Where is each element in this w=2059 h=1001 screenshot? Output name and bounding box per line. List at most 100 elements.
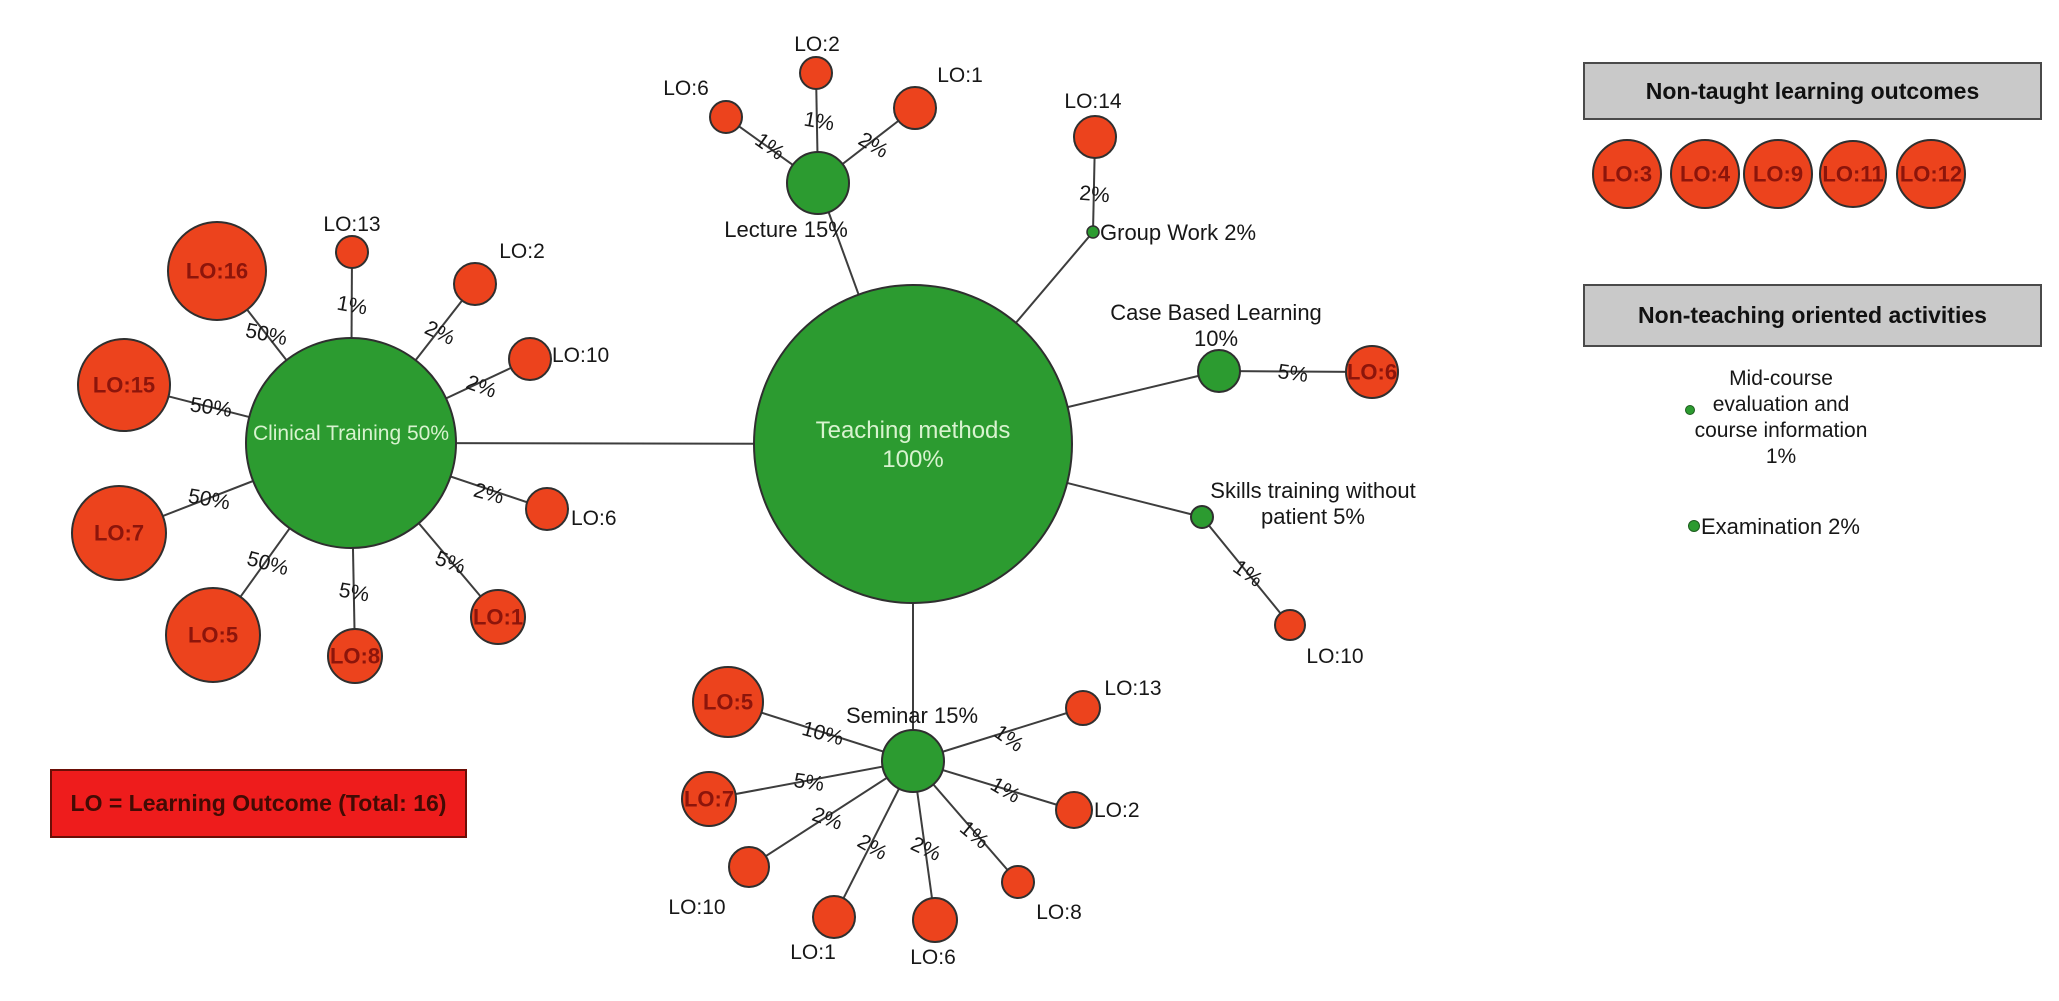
label-lo6-cbl: LO:6 xyxy=(1347,360,1397,385)
label-lo2-clinical: LO:2 xyxy=(499,240,545,263)
edge-label-clinical-lo7-clinical: 50% xyxy=(186,485,231,515)
edge-label-groupwork-lo14: 2% xyxy=(1078,182,1110,208)
label-lo12: LO:12 xyxy=(1900,162,1962,187)
label-lo16: LO:16 xyxy=(186,259,248,284)
label-lo1-seminar: LO:1 xyxy=(790,941,836,964)
label-lecture: Lecture 15% xyxy=(724,217,848,242)
label-lo4: LO:4 xyxy=(1680,162,1731,187)
node-lo7-seminar xyxy=(681,771,737,827)
node-lo6-seminar xyxy=(912,897,958,943)
node-lo1-lecture xyxy=(893,86,937,130)
node-lo2-seminar xyxy=(1055,791,1093,829)
label-lo14: LO:14 xyxy=(1064,90,1122,113)
edge-label-clinical-lo6-clinical: 2% xyxy=(471,479,506,509)
edge-label-skills-lo10-skills: 1% xyxy=(1229,556,1267,592)
node-lo1-clinical xyxy=(470,589,526,645)
node-lo10-clinical xyxy=(508,337,552,381)
node-lo13-clinical xyxy=(335,235,369,269)
node-lo8-clinical xyxy=(327,628,383,684)
node-groupwork xyxy=(1086,225,1100,239)
label-lo1-lecture: LO:1 xyxy=(937,64,983,87)
label-lo10-skills: LO:10 xyxy=(1306,645,1363,668)
label-lo3: LO:3 xyxy=(1602,162,1652,187)
label-lo8-seminar: LO:8 xyxy=(1036,901,1082,924)
node-lo1-seminar xyxy=(812,895,856,939)
edge-label-seminar-lo5-seminar: 10% xyxy=(799,717,846,750)
label-seminar: Seminar 15% xyxy=(846,703,978,728)
node-lo10-skills xyxy=(1274,609,1306,641)
label-lo6-clinical: LO:6 xyxy=(571,507,617,530)
label-lo5-seminar: LO:5 xyxy=(703,690,753,715)
edge-label-lecture-lo1-lecture: 2% xyxy=(854,128,892,163)
label-lo1-clinical: LO:1 xyxy=(473,605,523,630)
node-lo11 xyxy=(1819,140,1887,208)
label-lo2-seminar: LO:2 xyxy=(1094,799,1140,822)
edge-label-seminar-lo6-seminar: 2% xyxy=(907,832,944,866)
label-lo13-clinical: LO:13 xyxy=(323,213,380,236)
edge-label-cbl-lo6-cbl: 5% xyxy=(1276,360,1309,387)
label-groupwork: Group Work 2% xyxy=(1100,220,1256,245)
node-lo6-cbl xyxy=(1345,345,1399,399)
midcourse-evaluation-label: Mid-course evaluation and course informa… xyxy=(1668,366,1894,470)
node-lecture xyxy=(786,151,850,215)
label-lo11: LO:11 xyxy=(1822,162,1883,187)
node-lo2-clinical xyxy=(453,262,497,306)
node-lo10-seminar xyxy=(728,846,770,888)
midcourse-line-3: course information xyxy=(1694,419,1868,442)
edge-label-clinical-lo16: 50% xyxy=(243,319,289,350)
label-lo10-seminar: LO:10 xyxy=(668,896,725,919)
edge-label-clinical-lo8-clinical: 5% xyxy=(337,579,371,607)
label-lo10-clinical: LO:10 xyxy=(552,344,609,367)
edge-label-lecture-lo6-lecture: 1% xyxy=(751,129,789,165)
node-skills xyxy=(1190,505,1214,529)
label-skills: Skills training without patient 5% xyxy=(1210,478,1415,529)
node-lo4 xyxy=(1670,139,1740,209)
non-taught-outcomes-header: Non-taught learning outcomes xyxy=(1583,62,2042,120)
edge-label-seminar-lo2-seminar: 1% xyxy=(986,773,1024,808)
edge-label-clinical-lo15: 50% xyxy=(188,393,233,422)
node-lo2-lecture xyxy=(799,56,833,90)
midcourse-line-4: 1% xyxy=(1765,445,1797,468)
edge-label-lecture-lo2-lecture: 1% xyxy=(802,108,836,136)
edge-label-clinical-lo13-clinical: 1% xyxy=(335,292,369,320)
midcourse-line-2: evaluation and xyxy=(1712,393,1850,416)
label-lo13-seminar: LO:13 xyxy=(1104,677,1161,700)
edge-seminar-lo7-seminar xyxy=(708,760,914,800)
node-teaching xyxy=(753,284,1073,604)
legend-box: LO = Learning Outcome (Total: 16) xyxy=(50,769,467,838)
examination-dot xyxy=(1688,520,1700,532)
edge-label-clinical-lo5-clinical: 50% xyxy=(244,547,291,580)
label-lo15: LO:15 xyxy=(93,373,155,398)
node-lo8-seminar xyxy=(1001,865,1035,899)
node-lo6-lecture xyxy=(709,100,743,134)
node-lo16 xyxy=(167,221,267,321)
node-lo3 xyxy=(1592,139,1662,209)
edge-seminar-lo10-seminar xyxy=(748,760,914,868)
label-lo9: LO:9 xyxy=(1753,162,1803,187)
label-clinical: Clinical Training 50% xyxy=(253,422,449,445)
node-seminar xyxy=(881,729,945,793)
midcourse-dot xyxy=(1685,405,1695,415)
label-teaching: Teaching methods 100% xyxy=(816,417,1011,473)
node-cbl xyxy=(1197,349,1241,393)
label-lo6-seminar: LO:6 xyxy=(910,946,956,969)
edge-label-seminar-lo7-seminar: 5% xyxy=(792,769,825,796)
label-lo5-clinical: LO:5 xyxy=(188,623,238,648)
examination-label: Examination 2% xyxy=(1701,514,1860,539)
node-lo7-clinical xyxy=(71,485,167,581)
label-lo8-clinical: LO:8 xyxy=(330,644,380,669)
non-teaching-activities-header: Non-teaching oriented activities xyxy=(1583,284,2042,347)
label-lo2-lecture: LO:2 xyxy=(794,33,840,56)
node-lo6-clinical xyxy=(525,487,569,531)
midcourse-line-1: Mid-course xyxy=(1729,367,1833,390)
node-lo9 xyxy=(1743,139,1813,209)
label-cbl: Case Based Learning 10% xyxy=(1110,300,1322,351)
edge-label-seminar-lo1-seminar: 2% xyxy=(853,830,891,865)
label-lo7-seminar: LO:7 xyxy=(684,787,734,812)
node-lo12 xyxy=(1896,139,1966,209)
node-lo5-clinical xyxy=(165,587,261,683)
node-lo5-seminar xyxy=(692,666,764,738)
edge-skills-lo10-skills xyxy=(1201,516,1291,626)
